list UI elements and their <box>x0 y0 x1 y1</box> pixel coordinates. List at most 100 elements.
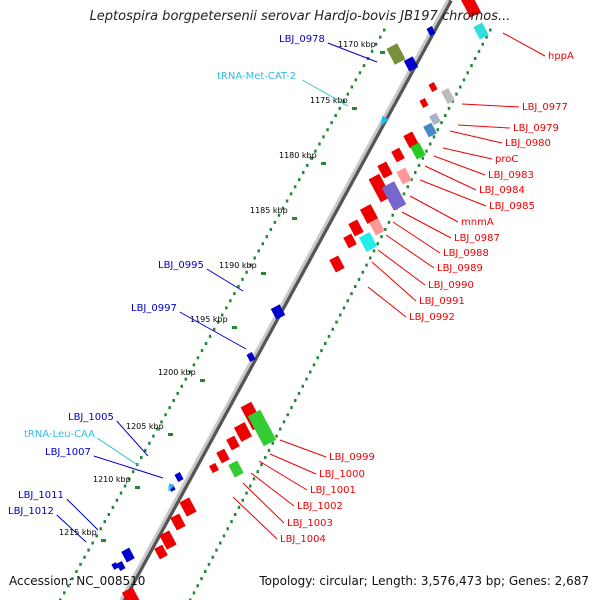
outer-ruler-dot <box>466 71 469 75</box>
leader-line <box>371 261 417 302</box>
reverse-gene-glyph <box>246 352 256 362</box>
leader-line <box>56 514 87 543</box>
gene-label: LBJ_1005 <box>68 412 114 423</box>
outer-ruler-dot <box>421 156 424 160</box>
outer-ruler-dot <box>207 562 211 566</box>
inner-ruler-dot <box>297 178 301 182</box>
outer-ruler-dot <box>211 555 214 559</box>
gene-label: mnmA <box>461 217 494 228</box>
outer-ruler-dot <box>309 370 312 374</box>
trna-label: tRNA-Met-CAT-2 <box>217 71 296 82</box>
outer-ruler-dot <box>429 142 432 146</box>
outer-ruler-dot <box>361 270 364 274</box>
inner-ruler-dot <box>115 498 119 502</box>
tick-label: 1190 kbp <box>219 261 257 270</box>
forward-gene-glyph <box>428 82 438 92</box>
tick-label: 1175 kbp <box>310 96 348 105</box>
outer-ruler-dot <box>230 520 233 524</box>
gene-glyph-pink <box>369 218 385 236</box>
forward-gene-glyph <box>391 147 405 163</box>
outer-ruler-dot <box>365 263 368 267</box>
gene-glyph-steel <box>423 122 437 138</box>
leader-line <box>392 221 441 254</box>
inner-ruler-dot <box>269 228 273 231</box>
gene-glyph-green <box>247 409 277 447</box>
inner-ruler-dot <box>245 270 248 274</box>
leader-line <box>96 437 140 467</box>
inner-ruler-dot <box>172 399 175 402</box>
forward-gene-glyph <box>226 435 240 451</box>
tick-label: 1200 kbp <box>158 368 196 377</box>
inner-ruler-dot <box>107 513 111 516</box>
forward-gene-glyph <box>179 497 197 517</box>
inner-ruler-dot <box>289 192 293 196</box>
inner-ruler-dot <box>204 342 208 345</box>
outer-ruler-dot <box>301 384 304 388</box>
inner-ruler-dot <box>83 555 86 559</box>
forward-gene-glyph <box>419 98 429 108</box>
inner-ruler-dot <box>342 99 345 103</box>
outer-ruler-dot <box>414 171 417 174</box>
gene-label: LBJ_1002 <box>297 501 343 512</box>
leader-line <box>66 498 99 531</box>
inner-ruler-dot <box>144 448 147 452</box>
outer-ruler-dot <box>245 491 248 495</box>
inner-ruler-dot <box>123 484 127 488</box>
gene-label: LBJ_0990 <box>428 280 474 291</box>
forward-gene-glyph <box>159 530 177 550</box>
forward-gene-glyph <box>170 513 186 531</box>
tick-mark <box>200 379 205 382</box>
tick-mark <box>261 272 266 275</box>
outer-ruler-dot <box>470 64 473 68</box>
inner-ruler-dot <box>156 427 159 431</box>
inner-ruler-dot <box>362 64 366 68</box>
inner-ruler-dot <box>346 92 350 96</box>
forward-gene-glyph <box>359 204 379 224</box>
inner-ruler-dot <box>378 35 382 39</box>
inner-ruler-dot <box>95 534 98 538</box>
tick-label: 1170 kbp <box>338 40 376 49</box>
leader-line <box>206 268 244 292</box>
inner-ruler-dot <box>293 185 297 189</box>
inner-ruler-dot <box>314 149 317 153</box>
reverse-gene-glyph <box>121 547 135 563</box>
inner-ruler-dot <box>140 456 143 459</box>
outer-ruler-dot <box>459 85 462 89</box>
inner-ruler-dot <box>91 541 94 545</box>
outer-ruler-dot <box>369 256 372 260</box>
inner-ruler-dot <box>103 520 107 524</box>
gene-label: LBJ_1012 <box>8 506 54 517</box>
leader-line <box>424 165 477 191</box>
outer-ruler-dot <box>226 527 229 531</box>
leader-line <box>232 496 278 540</box>
leader-line <box>93 455 164 479</box>
inner-ruler-dot <box>208 334 212 338</box>
inner-ruler-dot <box>253 256 256 260</box>
inner-ruler-dot <box>265 235 269 239</box>
gene-label: LBJ_1007 <box>45 447 91 458</box>
leader-line <box>502 32 546 57</box>
leader-line <box>461 103 520 108</box>
inner-ruler-dot <box>152 434 155 438</box>
leader-line <box>250 472 295 507</box>
inner-ruler-dot <box>59 598 62 600</box>
inner-ruler-dot <box>237 285 240 288</box>
outer-ruler-dot <box>342 306 346 310</box>
inner-ruler-dot <box>370 49 374 53</box>
accession-text: Accession: NC_008510 <box>9 574 146 588</box>
tick-mark <box>232 326 237 329</box>
inner-ruler-dot <box>71 577 74 581</box>
inner-ruler-dot <box>188 370 192 374</box>
tick-label: 1205 kbp <box>126 422 164 431</box>
tick-mark <box>352 107 357 110</box>
inner-ruler-dot <box>200 349 204 353</box>
forward-gene-glyph <box>329 255 345 273</box>
inner-ruler-dot <box>281 206 285 210</box>
inner-ruler-dot <box>212 327 216 331</box>
map-title: Leptospira borgpetersenii serovar Hardjo… <box>89 9 511 24</box>
leader-line <box>401 211 452 239</box>
leader-line <box>442 147 493 160</box>
inner-ruler-dot <box>350 85 354 89</box>
gene-label: LBJ_1000 <box>319 469 365 480</box>
